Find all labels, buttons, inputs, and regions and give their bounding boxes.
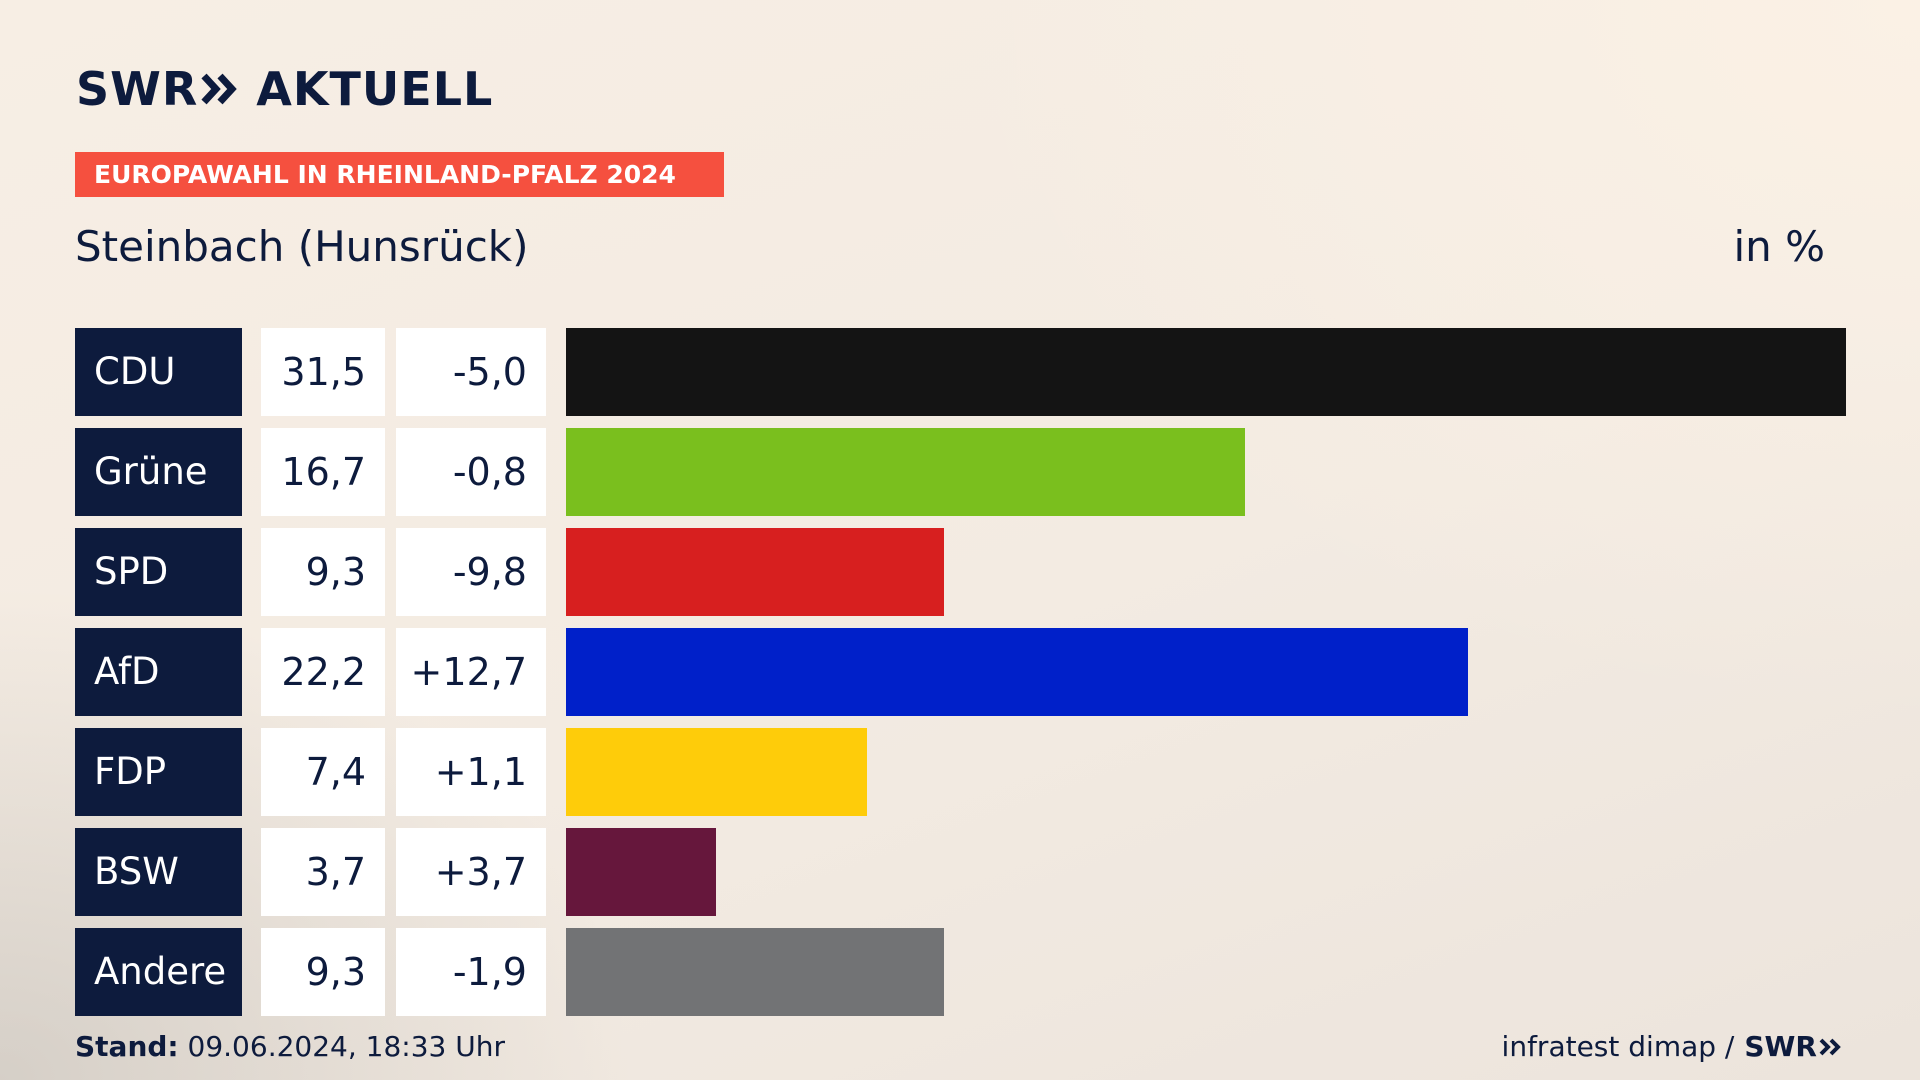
double-chevron-right-icon <box>1819 1038 1841 1055</box>
change-label: -0,8 <box>396 428 546 516</box>
change-label: -9,8 <box>396 528 546 616</box>
stand-value: 09.06.2024, 18:33 Uhr <box>187 1030 505 1063</box>
swr-aktuell-logo: SWR AKTUELL <box>76 66 493 112</box>
party-label: FDP <box>75 728 242 816</box>
value-label: 7,4 <box>261 728 385 816</box>
bar-afd <box>566 628 1468 716</box>
election-badge: EUROPAWAHL IN RHEINLAND-PFALZ 2024 <box>75 152 724 197</box>
unit-label: in % <box>1733 222 1825 271</box>
party-label: Grüne <box>75 428 242 516</box>
change-label: -1,9 <box>396 928 546 1016</box>
source-brand: SWR <box>1744 1030 1817 1063</box>
change-label: +12,7 <box>396 628 546 716</box>
bar-cdu <box>566 328 1846 416</box>
bar-fdp <box>566 728 867 816</box>
chart-row: Grüne 16,7 -0,8 <box>75 428 1846 516</box>
party-label: SPD <box>75 528 242 616</box>
source-text: infratest dimap / <box>1501 1030 1735 1063</box>
bar-bsw <box>566 828 716 916</box>
region-title: Steinbach (Hunsrück) <box>75 222 529 271</box>
timestamp: Stand: 09.06.2024, 18:33 Uhr <box>75 1030 505 1063</box>
chart-row: SPD 9,3 -9,8 <box>75 528 1846 616</box>
chart-row: BSW 3,7 +3,7 <box>75 828 1846 916</box>
chart-row: CDU 31,5 -5,0 <box>75 328 1846 416</box>
change-label: +1,1 <box>396 728 546 816</box>
value-label: 9,3 <box>261 528 385 616</box>
results-bar-chart: CDU 31,5 -5,0 Grüne 16,7 -0,8 SPD 9,3 -9,8 AfD 22,… <box>75 328 1846 1028</box>
chart-row: FDP 7,4 +1,1 <box>75 728 1846 816</box>
stand-label: Stand: <box>75 1030 179 1063</box>
chart-row: Andere 9,3 -1,9 <box>75 928 1846 1016</box>
logo-swr-text: SWR <box>76 62 199 116</box>
bar-andere <box>566 928 944 1016</box>
value-label: 16,7 <box>261 428 385 516</box>
party-label: Andere <box>75 928 242 1016</box>
bar-spd <box>566 528 944 616</box>
party-label: CDU <box>75 328 242 416</box>
party-label: AfD <box>75 628 242 716</box>
double-chevron-right-icon <box>200 72 240 106</box>
value-label: 3,7 <box>261 828 385 916</box>
chart-row: AfD 22,2 +12,7 <box>75 628 1846 716</box>
change-label: -5,0 <box>396 328 546 416</box>
bar-gr-ne <box>566 428 1245 516</box>
change-label: +3,7 <box>396 828 546 916</box>
source-credit: infratest dimap / SWR <box>1502 1030 1843 1063</box>
party-label: BSW <box>75 828 242 916</box>
logo-aktuell-text: AKTUELL <box>256 62 494 116</box>
value-label: 31,5 <box>261 328 385 416</box>
swr-mini-logo: SWR <box>1744 1030 1843 1063</box>
value-label: 9,3 <box>261 928 385 1016</box>
value-label: 22,2 <box>261 628 385 716</box>
